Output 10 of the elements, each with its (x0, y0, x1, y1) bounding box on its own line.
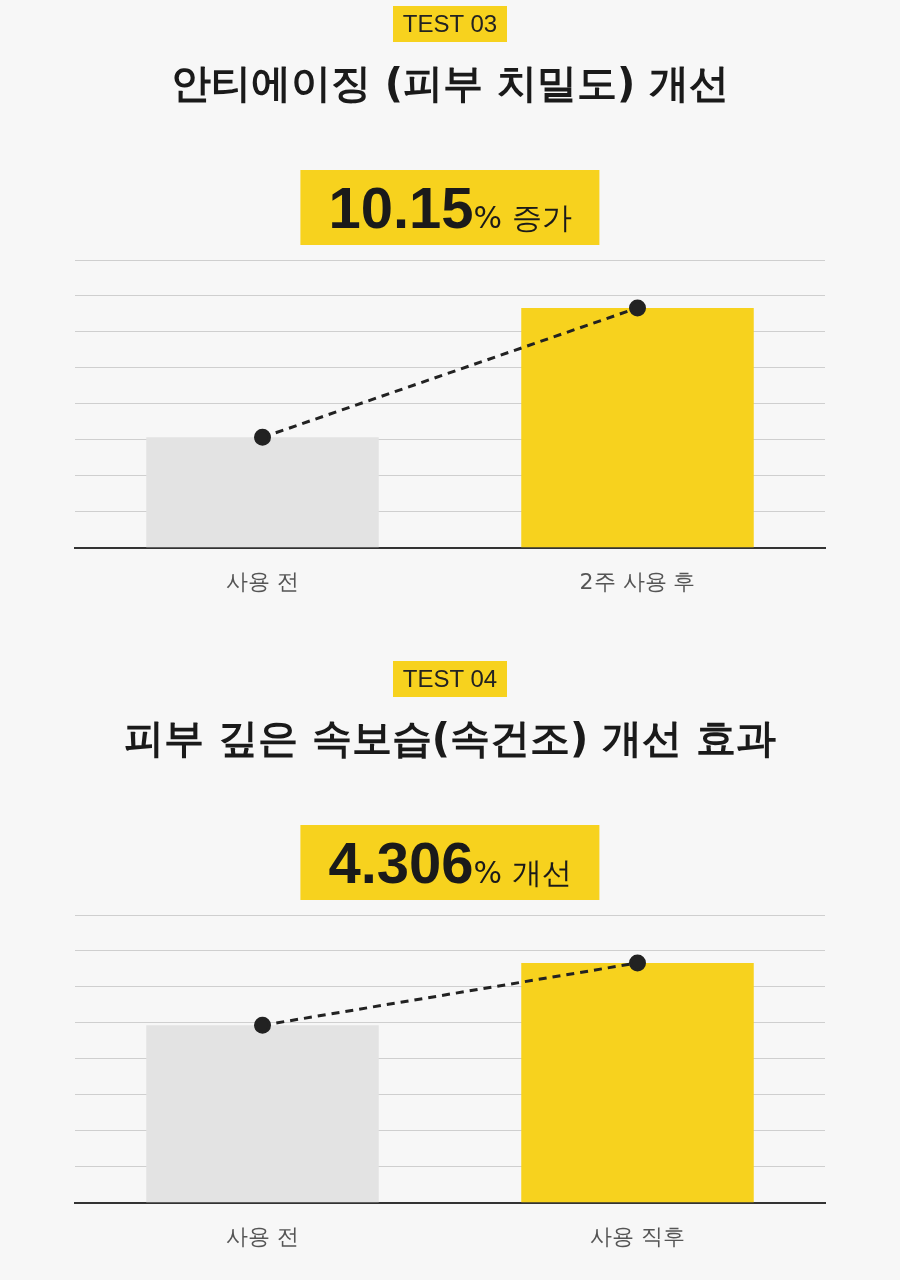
x-tick-label: 사용 전 (226, 1223, 299, 1249)
text: 10.15% 증가 (328, 175, 572, 240)
x-tick-label: 사용 전 (226, 568, 299, 594)
x-tick-label: 사용 직후 (590, 1223, 685, 1249)
chart-subtitle: TEST 04 (392, 661, 508, 697)
x-tick-label: 2주 사용 후 (579, 568, 696, 594)
chart-title: 피부 깊은 속보습(속건조) 개선 효과 (122, 714, 778, 763)
chart-subtitle: TEST 03 (392, 6, 508, 42)
text: 4.306% 개선 (328, 830, 572, 895)
chart-title: 안티에이징 (피부 치밀도) 개선 (169, 59, 731, 108)
